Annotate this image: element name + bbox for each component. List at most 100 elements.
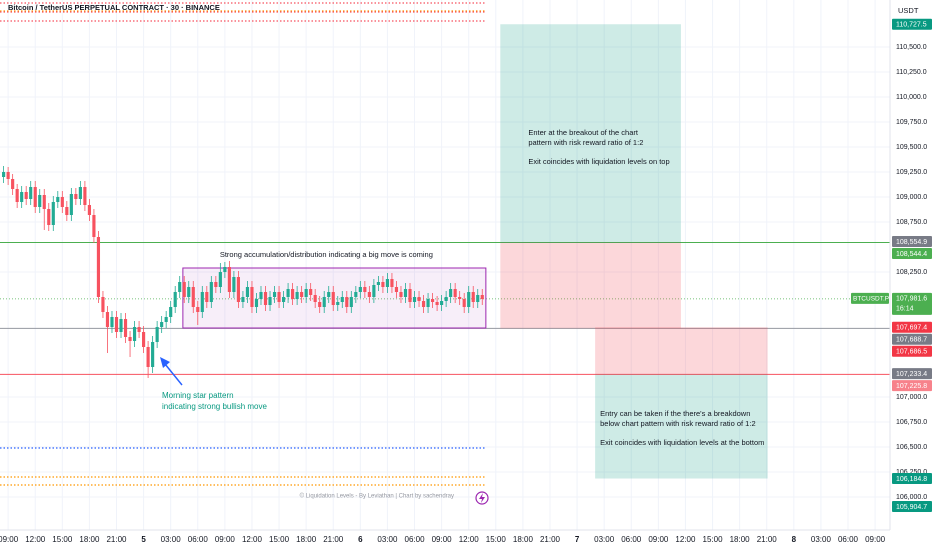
candle-body bbox=[137, 327, 141, 332]
x-tick-label: 09:00 bbox=[215, 535, 236, 544]
candle-body bbox=[164, 317, 168, 322]
pattern-arrowhead bbox=[160, 357, 170, 368]
candles bbox=[2, 166, 484, 378]
x-tick-label: 06:00 bbox=[838, 535, 859, 544]
candle-body bbox=[385, 279, 390, 287]
candle-body bbox=[160, 322, 164, 327]
candle-body bbox=[96, 237, 101, 297]
price-badge bbox=[892, 380, 932, 392]
candle-body bbox=[29, 187, 33, 199]
candle-body bbox=[60, 197, 64, 207]
candle-body bbox=[142, 332, 146, 347]
candle-body bbox=[191, 287, 195, 307]
x-tick-label: 15:00 bbox=[52, 535, 73, 544]
candle-body bbox=[87, 205, 91, 215]
x-tick-label: 18:00 bbox=[730, 535, 751, 544]
price-badge bbox=[892, 368, 932, 380]
price-badge-label: 108,544.4 bbox=[896, 251, 927, 258]
candle-body bbox=[412, 297, 417, 302]
indicator-logo-icon bbox=[479, 493, 485, 503]
y-tick-label: 106,250.0 bbox=[896, 469, 927, 476]
x-tick-label: 21:00 bbox=[540, 535, 561, 544]
candle-body bbox=[218, 272, 222, 287]
candle-body bbox=[223, 267, 227, 272]
stop-zone bbox=[500, 242, 681, 329]
x-tick-label: 12:00 bbox=[242, 535, 263, 544]
candle-body bbox=[336, 302, 340, 305]
candle-body bbox=[132, 327, 137, 341]
x-tick-label: 5 bbox=[141, 535, 146, 544]
candle-body bbox=[331, 292, 335, 305]
candle-body bbox=[254, 299, 259, 307]
y-tick-label: 106,750.0 bbox=[896, 419, 927, 426]
candle-body bbox=[367, 292, 371, 297]
candle-body bbox=[250, 287, 254, 307]
price-badge-label: 106,184.8 bbox=[896, 476, 927, 483]
x-tick-label: 6 bbox=[358, 535, 363, 544]
candle-body bbox=[304, 289, 308, 297]
y-tick-label: 110,500.0 bbox=[896, 44, 927, 51]
candle-body bbox=[114, 317, 119, 332]
candle-body bbox=[421, 301, 426, 307]
currency: USDT bbox=[898, 6, 919, 15]
x-tick-label: 21:00 bbox=[106, 535, 127, 544]
candle-body bbox=[146, 347, 150, 367]
candle-body bbox=[318, 302, 322, 307]
candle-body bbox=[417, 297, 421, 301]
x-tick-label: 09:00 bbox=[648, 535, 669, 544]
candle-body bbox=[178, 282, 182, 292]
y-tick-label: 109,750.0 bbox=[896, 119, 927, 126]
candle-body bbox=[403, 289, 408, 297]
axis-background bbox=[890, 0, 932, 550]
candle-body bbox=[268, 297, 272, 305]
current-time-label: 16:14 bbox=[896, 306, 914, 313]
candle-body bbox=[6, 172, 10, 179]
candle-body bbox=[363, 287, 367, 292]
candle-body bbox=[440, 301, 444, 305]
price-badge bbox=[892, 345, 932, 357]
candle-body bbox=[453, 289, 457, 297]
y-tick-label: 110,000.0 bbox=[896, 94, 927, 101]
x-tick-label: 8 bbox=[792, 535, 797, 544]
candle-body bbox=[313, 295, 317, 302]
candle-body bbox=[2, 172, 6, 177]
x-tick-label: 09:00 bbox=[432, 535, 453, 544]
candle-body bbox=[182, 282, 186, 297]
candle-body bbox=[128, 337, 132, 341]
x-tick-label: 03:00 bbox=[811, 535, 832, 544]
symbol-label: BTCUSDT.P bbox=[853, 296, 889, 303]
x-tick-label: 06:00 bbox=[621, 535, 642, 544]
position-note: Exit coincides with liquidation levels o… bbox=[528, 157, 669, 166]
candle-body bbox=[110, 317, 114, 327]
candle-body bbox=[471, 292, 475, 302]
x-tick-label: 21:00 bbox=[757, 535, 778, 544]
candle-body bbox=[15, 189, 19, 202]
x-tick-label: 12:00 bbox=[459, 535, 480, 544]
y-tick-label: 109,000.0 bbox=[896, 194, 927, 201]
price-badge-label: 107,697.4 bbox=[896, 325, 927, 332]
candle-body bbox=[281, 297, 286, 302]
position-note: Exit coincides with liquidation levels a… bbox=[600, 438, 764, 447]
price-badge bbox=[892, 236, 932, 248]
notes: Bitcoin / TetherUS PERPETUAL CONTRACT · … bbox=[8, 3, 764, 505]
chart-title: Bitcoin / TetherUS PERPETUAL CONTRACT · … bbox=[8, 3, 220, 12]
price-badge bbox=[892, 18, 932, 30]
candle-body bbox=[205, 292, 209, 302]
candle-body bbox=[47, 209, 51, 225]
candle-body bbox=[187, 287, 191, 297]
candle-body bbox=[196, 307, 200, 312]
candle-body bbox=[390, 279, 394, 287]
candle-body bbox=[295, 292, 299, 299]
candle-body bbox=[78, 187, 82, 199]
candle-body bbox=[11, 179, 15, 189]
candle-body bbox=[286, 289, 290, 297]
candle-body bbox=[42, 195, 46, 209]
current-price-badge bbox=[892, 292, 932, 315]
candle-body bbox=[272, 292, 277, 297]
candle-body bbox=[458, 297, 462, 299]
candle-body bbox=[381, 282, 385, 287]
